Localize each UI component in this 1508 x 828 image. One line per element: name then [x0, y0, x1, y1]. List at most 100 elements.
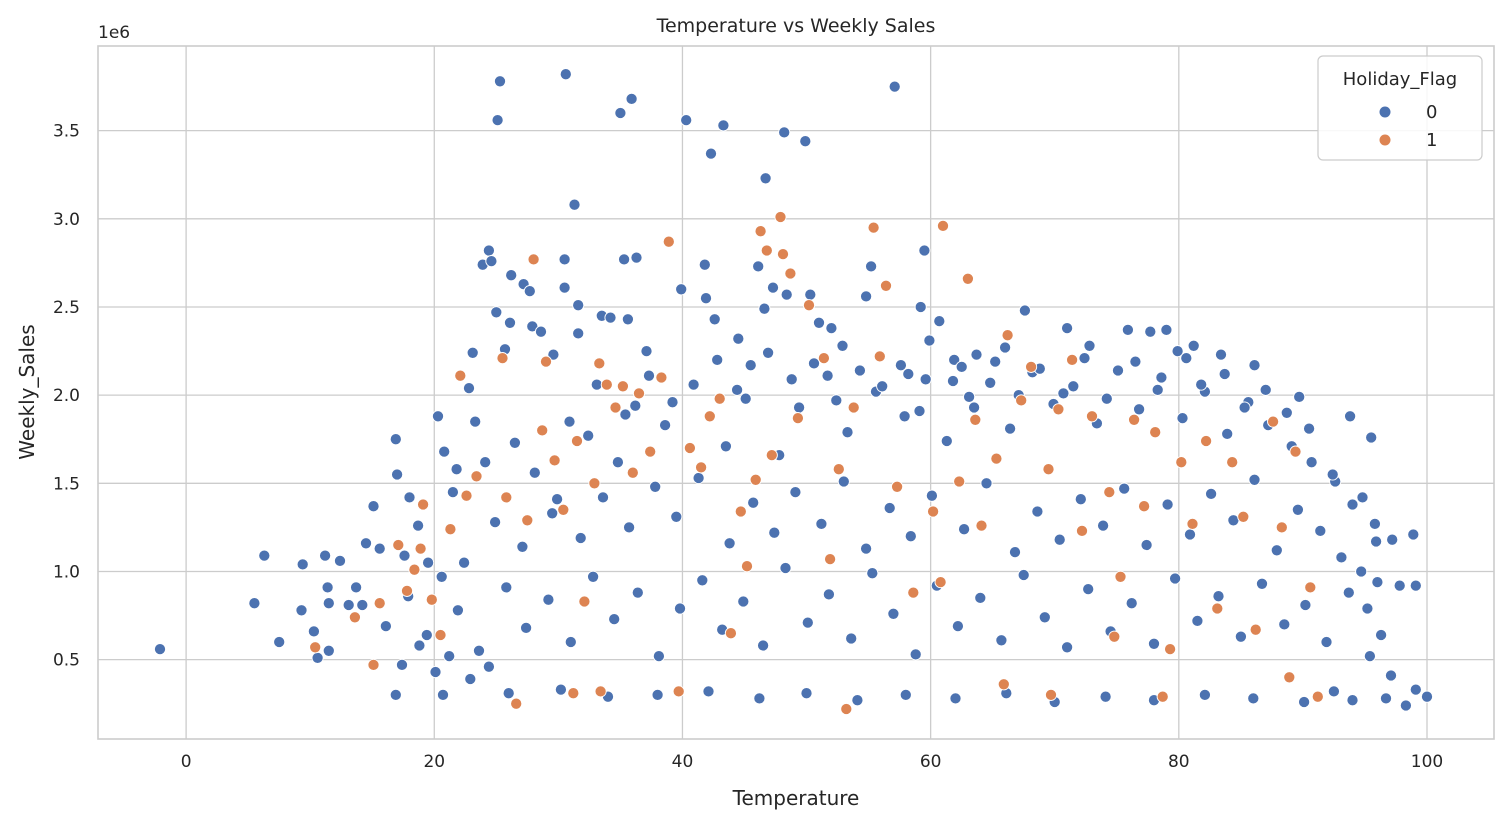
data-point-holiday-1 — [616, 380, 629, 393]
data-point-holiday-0 — [482, 660, 495, 673]
data-point-holiday-0 — [968, 401, 981, 414]
data-point-holiday-0 — [464, 672, 477, 686]
data-point-holiday-1 — [425, 593, 438, 606]
data-point-holiday-1 — [1128, 413, 1141, 426]
data-point-holiday-1 — [600, 378, 613, 391]
data-point-holiday-0 — [379, 620, 392, 633]
data-point-holiday-1 — [975, 519, 988, 532]
data-point-holiday-0 — [625, 92, 638, 105]
data-point-holiday-0 — [359, 537, 373, 550]
data-point-holiday-0 — [1053, 533, 1066, 546]
data-point-holiday-0 — [958, 523, 971, 536]
data-point-holiday-0 — [666, 396, 679, 409]
data-point-holiday-0 — [451, 604, 464, 617]
data-point-holiday-0 — [659, 419, 672, 432]
data-point-holiday-0 — [887, 607, 900, 620]
data-point-holiday-1 — [1025, 360, 1038, 373]
data-point-holiday-1 — [740, 560, 754, 573]
data-point-holiday-1 — [632, 387, 646, 400]
data-point-holiday-0 — [1195, 378, 1208, 391]
data-point-holiday-1 — [454, 369, 467, 382]
data-point-holiday-1 — [567, 687, 580, 700]
chart-title: Temperature vs Weekly Sales — [656, 15, 936, 37]
data-point-holiday-0 — [389, 433, 402, 446]
data-point-holiday-0 — [350, 581, 363, 594]
data-point-holiday-1 — [840, 702, 853, 716]
data-point-holiday-0 — [1161, 498, 1174, 511]
data-point-holiday-0 — [1234, 630, 1247, 643]
data-point-holiday-0 — [825, 322, 838, 335]
data-point-holiday-0 — [1314, 524, 1327, 537]
data-point-holiday-0 — [1171, 345, 1184, 358]
data-point-holiday-0 — [909, 648, 922, 661]
data-point-holiday-0 — [989, 355, 1002, 368]
data-point-holiday-0 — [898, 410, 911, 423]
data-point-holiday-1 — [936, 219, 950, 232]
y-tick-label: 1.5 — [53, 474, 80, 494]
data-point-holiday-0 — [914, 300, 927, 314]
data-point-holiday-0 — [675, 283, 688, 296]
data-point-holiday-0 — [1111, 364, 1125, 377]
x-tick-label: 80 — [1168, 752, 1190, 772]
data-point-holiday-0 — [547, 348, 560, 361]
data-point-holiday-0 — [485, 255, 498, 268]
data-point-holiday-0 — [516, 540, 529, 553]
data-point-holiday-0 — [572, 327, 585, 340]
data-point-holiday-0 — [899, 688, 912, 701]
data-point-holiday-0 — [1386, 533, 1399, 546]
data-point-holiday-0 — [574, 531, 587, 545]
data-point-holiday-0 — [995, 634, 1008, 647]
data-point-holiday-0 — [1067, 380, 1080, 393]
data-point-holiday-0 — [438, 445, 451, 458]
data-point-holiday-0 — [1017, 568, 1030, 582]
data-point-holiday-0 — [1183, 528, 1197, 541]
data-point-holiday-0 — [1346, 694, 1359, 707]
data-point-holiday-0 — [563, 415, 576, 428]
data-point-holiday-1 — [373, 597, 386, 610]
data-point-holiday-0 — [963, 390, 976, 403]
data-point-holiday-1 — [460, 489, 473, 502]
data-point-holiday-0 — [462, 382, 476, 395]
data-point-holiday-0 — [534, 325, 548, 338]
data-point-holiday-1 — [588, 477, 601, 490]
data-point-holiday-1 — [1304, 581, 1317, 594]
data-point-holiday-0 — [860, 542, 873, 555]
data-point-holiday-1 — [557, 503, 570, 516]
data-point-holiday-0 — [744, 359, 757, 372]
data-point-holiday-0 — [258, 549, 271, 562]
data-point-holiday-0 — [1409, 683, 1422, 696]
data-point-holiday-1 — [791, 412, 804, 425]
data-point-holiday-0 — [692, 471, 705, 485]
data-point-holiday-0 — [1118, 482, 1131, 495]
legend-title: Holiday_Flag — [1343, 69, 1457, 90]
data-point-holiday-0 — [753, 692, 766, 705]
data-point-holiday-0 — [1147, 637, 1161, 650]
x-tick-label: 100 — [1411, 752, 1443, 772]
data-point-holiday-0 — [652, 650, 665, 663]
data-point-holiday-1 — [1103, 486, 1116, 499]
x-axis-label: Temperature — [732, 786, 860, 810]
data-point-holiday-1 — [548, 454, 561, 467]
data-point-holiday-1 — [400, 584, 414, 597]
data-point-holiday-1 — [961, 272, 974, 285]
data-point-holiday-0 — [800, 687, 813, 700]
data-point-holiday-0 — [984, 376, 997, 389]
data-point-holiday-0 — [1368, 517, 1381, 530]
data-point-holiday-0 — [739, 392, 752, 405]
legend: Holiday_Flag 0 1 — [1317, 55, 1483, 161]
data-point-holiday-0 — [913, 404, 926, 418]
data-point-holiday-1 — [1149, 426, 1162, 439]
data-point-holiday-1 — [1114, 570, 1127, 583]
data-point-holiday-0 — [1344, 410, 1357, 423]
data-point-holiday-1 — [760, 244, 773, 257]
data-point-holiday-0 — [568, 198, 581, 211]
data-point-holiday-1 — [724, 627, 737, 640]
data-point-holiday-0 — [436, 688, 450, 701]
data-point-holiday-0 — [1305, 456, 1318, 469]
data-point-holiday-0 — [596, 491, 610, 504]
data-point-holiday-0 — [1078, 352, 1091, 365]
data-point-holiday-1 — [1186, 517, 1199, 530]
data-point-holiday-0 — [815, 517, 828, 530]
data-point-holiday-0 — [980, 477, 993, 490]
data-point-holiday-1 — [774, 210, 787, 224]
